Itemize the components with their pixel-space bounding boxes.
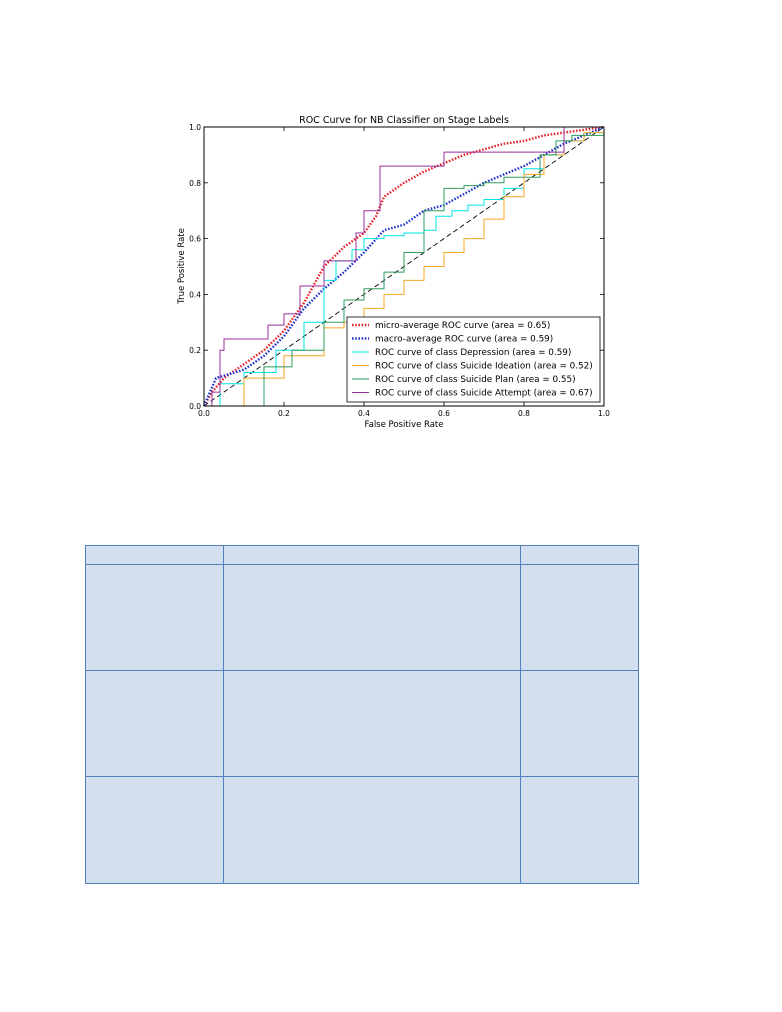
table-row: [85, 776, 639, 884]
x-tick-label: 0.4: [358, 409, 370, 418]
table-cell: [520, 776, 639, 884]
table-cell: [223, 776, 521, 884]
chart-title: ROC Curve for NB Classifier on Stage Lab…: [299, 115, 509, 126]
y-tick-label: 1.0: [189, 123, 201, 132]
table-cell: [85, 670, 224, 777]
roc-series-5: [204, 126, 604, 407]
roc-series-1: [202, 125, 605, 407]
table-cell: [85, 776, 224, 884]
legend-label: macro-average ROC curve (area = 0.59): [375, 335, 553, 345]
roc-series-4: [204, 127, 605, 407]
table-cell: [85, 564, 224, 671]
x-tick-label: 0.8: [518, 409, 530, 418]
y-tick-label: 0.0: [189, 402, 201, 411]
table-cell: [520, 670, 639, 777]
x-tick-label: 0.2: [278, 409, 290, 418]
legend-box: [346, 316, 601, 403]
plot-frame: [203, 126, 605, 407]
table-cell: [223, 564, 521, 671]
y-axis-label: True Positive Rate: [177, 228, 187, 305]
y-tick-label: 0.2: [189, 346, 201, 355]
roc-series-0: [202, 125, 605, 407]
table-cell: [223, 670, 521, 777]
legend: micro-average ROC curve (area = 0.65) mac…: [346, 316, 601, 403]
y-tick-label: 0.4: [189, 290, 201, 299]
x-tick-label: 0.6: [438, 409, 450, 418]
roc-chart: 0.0 0.2 0.4 0.6 0.8 1.0 0.0 0.2 0.4 0.6 0.8 1.0 ROC…: [177, 115, 610, 430]
table-header-row: [85, 545, 639, 565]
table-row: [85, 564, 639, 671]
table-cell: [520, 545, 639, 565]
y-tick-label: 0.8: [189, 179, 201, 188]
table-cell: [85, 545, 224, 565]
legend-label: ROC curve of class Suicide Plan (area = …: [375, 375, 576, 385]
table-cell: [520, 564, 639, 671]
legend-label: micro-average ROC curve (area = 0.65): [375, 321, 550, 331]
x-axis-label: False Positive Rate: [365, 420, 444, 430]
empty-table: [85, 545, 639, 884]
legend-label: ROC curve of class Suicide Attempt (area…: [375, 389, 593, 399]
x-tick-label: 0.0: [198, 409, 210, 418]
legend-label: ROC curve of class Depression (area = 0.…: [375, 348, 571, 358]
table-cell: [223, 545, 521, 565]
legend-label: ROC curve of class Suicide Ideation (are…: [375, 362, 593, 372]
x-tick-label: 1.0: [598, 409, 610, 418]
table-row: [85, 670, 639, 777]
y-tick-label: 0.6: [189, 235, 201, 244]
